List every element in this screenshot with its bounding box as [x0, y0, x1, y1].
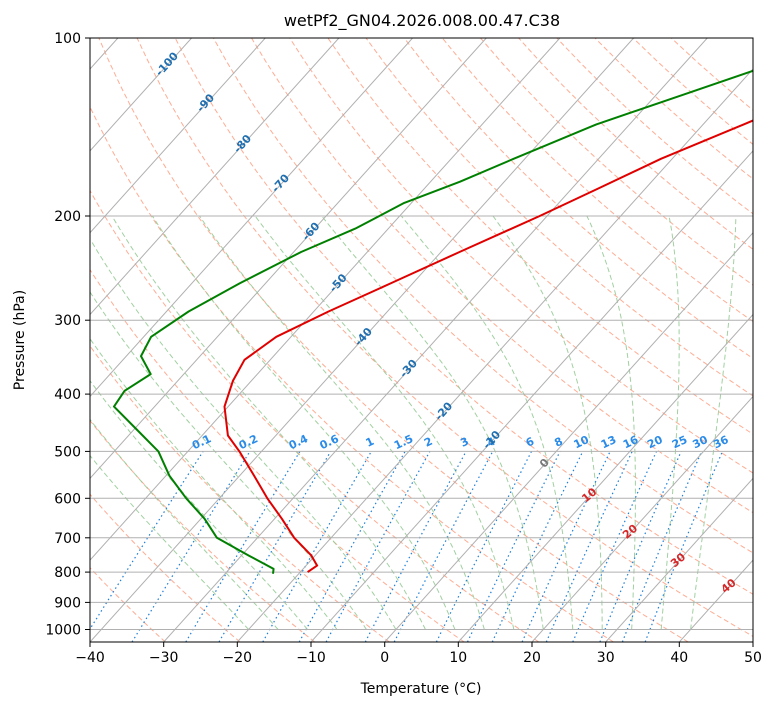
mixing-ratio-line [644, 451, 723, 642]
dry-adiabat [212, 38, 753, 554]
moist-adiabat [90, 418, 279, 630]
mixing-ratio-line [435, 451, 533, 642]
isotherm-gridline [90, 38, 487, 480]
mixing-ratio-line [325, 451, 431, 642]
mixing-ratio-label: 13 [599, 433, 618, 451]
dry-adiabat [90, 189, 540, 642]
dry-adiabat [90, 566, 166, 642]
x-tick-label: 40 [670, 650, 688, 666]
y-tick-label: 900 [54, 595, 81, 611]
isotherm-gridline [90, 38, 413, 398]
y-tick-label: 500 [54, 444, 81, 460]
isotherm-gridline [163, 38, 708, 642]
y-axis-ticks: 100 200 300 400 500 600 700 800 900 1000 [45, 31, 90, 639]
mixing-ratio-line [90, 451, 204, 631]
isotherm-gridline [90, 38, 192, 152]
mixing-ratio-label: 20 [645, 433, 665, 451]
moist-adiabat [151, 215, 456, 630]
mixing-ratio-line [466, 451, 561, 642]
dry-adiabat [90, 345, 390, 642]
moist-adiabat [90, 454, 249, 630]
moist-adiabat [90, 291, 367, 630]
moist-adiabat [90, 240, 397, 630]
sounding-series [113, 69, 753, 574]
pressure-gridlines [90, 38, 753, 630]
isotherm-gridline [384, 232, 753, 642]
temperature-line [223, 119, 753, 573]
isotherm-gridline [457, 313, 753, 642]
y-tick-label: 400 [54, 387, 81, 403]
x-tick-label: 20 [523, 650, 541, 666]
isotherm-gridline [310, 150, 753, 642]
moist-adiabat [90, 379, 308, 630]
isotherm-gridlines [90, 38, 753, 642]
x-tick-label: −10 [296, 650, 326, 666]
x-tick-label: −40 [75, 650, 105, 666]
isotherm-gridline [90, 38, 266, 234]
x-tick-label: 30 [597, 650, 615, 666]
mixing-ratio-label: 16 [621, 433, 641, 451]
isotherm-gridline [90, 38, 634, 642]
y-tick-label: 700 [54, 531, 81, 547]
y-tick-label: 1000 [45, 623, 81, 639]
y-tick-label: 300 [54, 313, 81, 329]
x-axis-ticks: −40 −30 −20 −10 0 10 20 30 40 50 [75, 642, 762, 666]
x-tick-label: 0 [380, 650, 389, 666]
dewpoint-line [113, 69, 753, 574]
dry-adiabat [480, 38, 753, 286]
mixing-ratio-label: 25 [670, 433, 689, 451]
dry-adiabat [365, 38, 753, 397]
isotherm-gridline [90, 38, 561, 561]
mixing-ratio-label: 10 [572, 433, 592, 451]
isotherm-gridline [236, 68, 753, 642]
y-tick-label: 100 [54, 31, 81, 47]
isotherm-gridline [90, 38, 340, 316]
dry-adiabat [327, 38, 753, 435]
y-tick-label: 600 [54, 491, 81, 507]
chart-title: wetPf2_GN04.2026.008.00.47.C38 [284, 11, 560, 31]
moist-adiabat [111, 215, 426, 630]
moist-adiabat [90, 337, 338, 630]
dry-adiabat [174, 38, 753, 595]
isotherm-gridline [531, 395, 753, 642]
mixing-ratio-line [131, 451, 251, 642]
x-tick-label: 10 [449, 650, 467, 666]
x-tick-label: −30 [149, 650, 179, 666]
moist-adiabat [321, 215, 544, 630]
mixing-ratio-label: 30 [691, 433, 711, 451]
dry-adiabat [90, 268, 465, 642]
x-axis-label: Temperature (°C) [360, 681, 482, 697]
dry-adiabat [251, 38, 753, 514]
x-tick-label: −20 [223, 650, 253, 666]
y-tick-label: 800 [54, 565, 81, 581]
mixing-ratio-label: 36 [711, 433, 731, 451]
mixing-ratio-line [185, 451, 301, 642]
dry-adiabat [441, 38, 753, 323]
mixing-ratio-line [521, 451, 611, 642]
y-axis-label: Pressure (hPa) [12, 290, 28, 390]
isotherm-gridline [605, 477, 753, 642]
y-tick-label: 200 [54, 209, 81, 225]
x-tick-label: 50 [744, 650, 762, 666]
plot-frame [89, 37, 754, 643]
